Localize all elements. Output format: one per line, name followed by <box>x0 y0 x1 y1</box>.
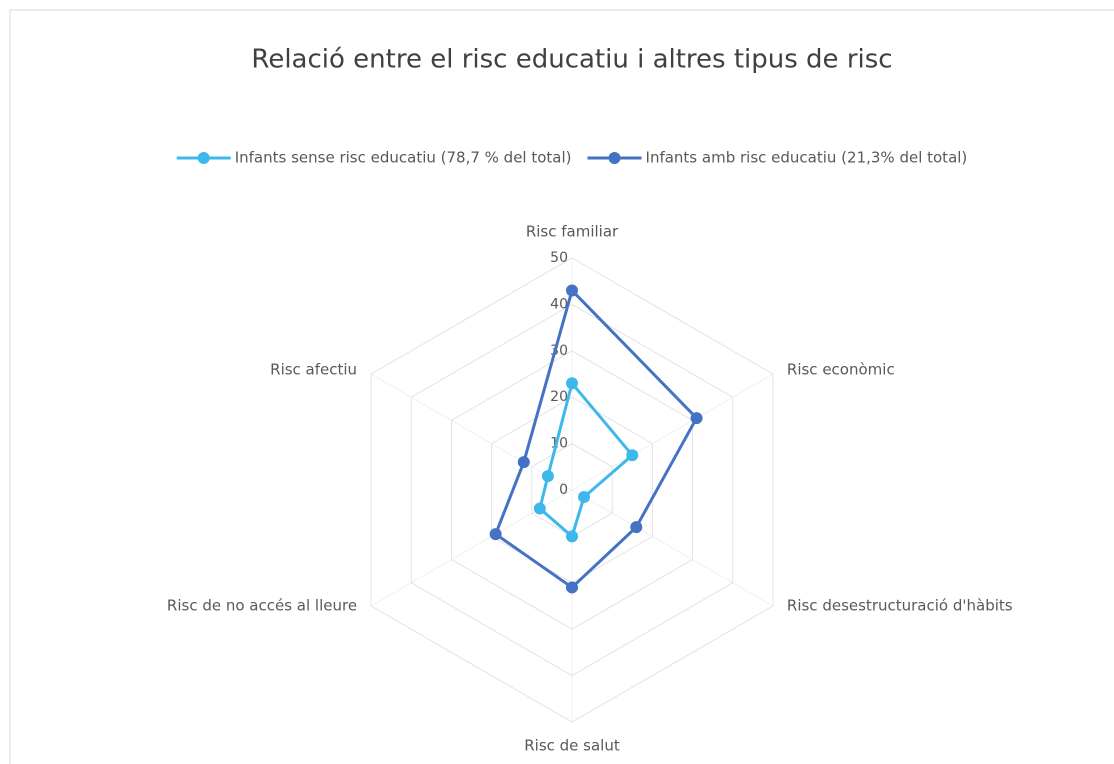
data-point <box>690 412 703 425</box>
data-point <box>517 456 530 469</box>
grid-line <box>410 303 734 677</box>
data-point <box>533 502 546 515</box>
legend: Infants sense risc educatiu (78,7 % del … <box>176 149 968 167</box>
series-line <box>494 288 699 589</box>
category-label: Risc de salut <box>524 737 620 755</box>
data-point <box>566 581 578 594</box>
category-label: Risc familiar <box>526 223 619 241</box>
data-point <box>489 528 502 541</box>
category-label: Risc desestructuració d'hàbits <box>787 597 1013 615</box>
data-point <box>626 449 639 462</box>
legend-label: Infants amb risc educatiu (21,3% del tot… <box>646 149 968 167</box>
spoke <box>571 373 774 491</box>
data-point <box>578 490 591 503</box>
spoke <box>370 373 573 491</box>
y-tick-label: 0 <box>559 482 568 498</box>
y-tick-label: 50 <box>550 250 568 266</box>
category-label: Risc afectiu <box>270 361 357 379</box>
spoke <box>571 489 774 607</box>
data-point <box>630 521 643 534</box>
grid-line <box>370 257 774 723</box>
data-point <box>566 530 578 543</box>
legend-label: Infants sense risc educatiu (78,7 % del … <box>235 149 572 167</box>
y-tick-label: 40 <box>550 296 568 312</box>
y-tick-label: 20 <box>550 389 568 405</box>
legend-item: Infants sense risc educatiu (78,7 % del … <box>176 149 572 167</box>
category-label: Risc de no accés al lleure <box>167 597 357 615</box>
data-point <box>541 470 554 483</box>
legend-marker <box>608 152 621 164</box>
data-point <box>566 377 578 390</box>
series-line <box>538 381 634 538</box>
legend-marker <box>197 152 210 164</box>
category-label: Risc econòmic <box>787 361 895 379</box>
chart-title: Relació entre el risc educatiu i altres … <box>251 45 892 75</box>
chart-border <box>9 9 1114 764</box>
data-point <box>566 284 578 297</box>
legend-item: Infants amb risc educatiu (21,3% del tot… <box>587 149 968 167</box>
